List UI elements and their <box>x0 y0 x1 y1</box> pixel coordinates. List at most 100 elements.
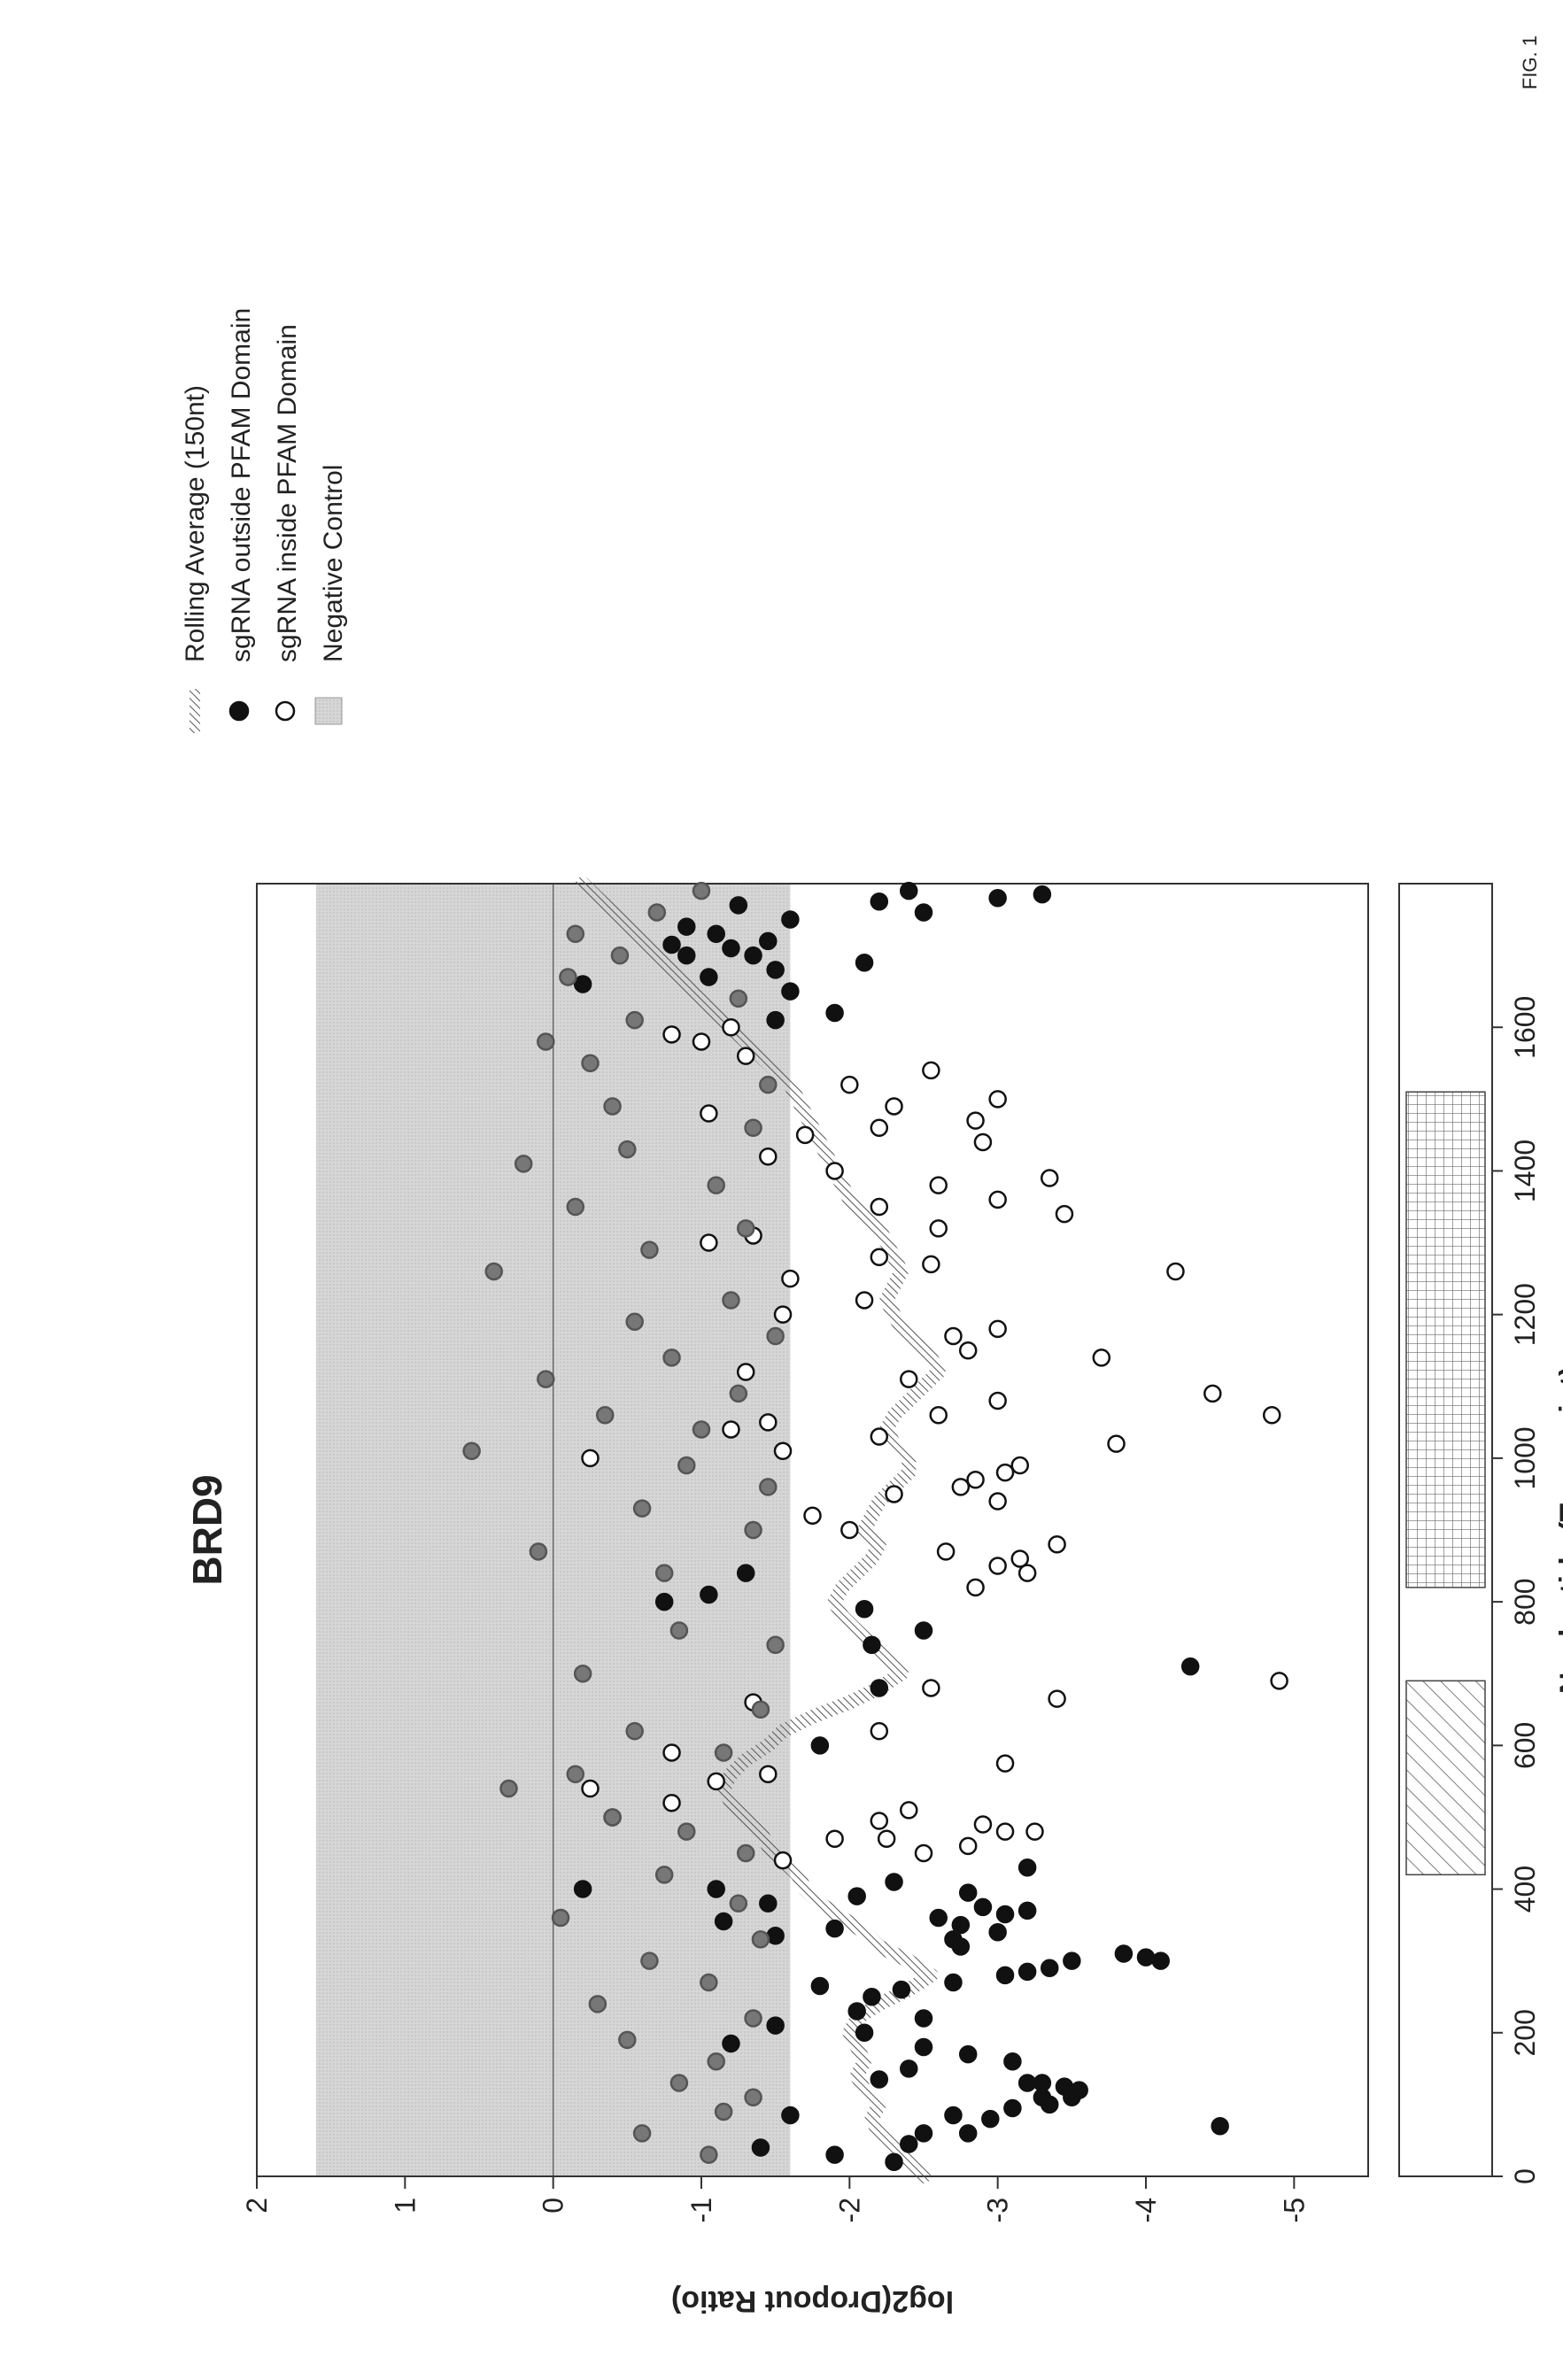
data-point-open <box>922 1255 940 1274</box>
y-tick-label: 0 <box>538 2198 569 2214</box>
data-point-filled <box>1180 1657 1200 1676</box>
data-point-filled <box>707 1880 725 1898</box>
data-point-gray <box>484 1262 503 1281</box>
data-point-gray <box>707 1176 725 1194</box>
data-point-filled <box>781 910 800 929</box>
data-point-gray <box>722 1291 740 1310</box>
data-point-open <box>855 1291 874 1310</box>
data-point-filled <box>1033 2074 1052 2092</box>
data-point-filled <box>855 953 874 972</box>
data-point-open <box>922 1061 940 1080</box>
data-point-gray <box>744 2088 762 2107</box>
data-point-open <box>922 1679 940 1697</box>
data-point-open <box>936 1542 956 1561</box>
data-point-filled <box>1003 2052 1022 2071</box>
data-point-open <box>736 1047 755 1065</box>
data-point-open <box>966 1111 985 1130</box>
data-point-open <box>722 1017 740 1037</box>
data-point-filled <box>707 924 725 944</box>
data-point-filled <box>677 917 696 936</box>
data-point-open <box>929 1176 948 1194</box>
y-tick-label: -4 <box>1130 2198 1162 2222</box>
data-point-gray <box>537 1032 555 1051</box>
data-point-filled <box>914 2009 933 2028</box>
x-tick-label: 400 <box>1509 1866 1541 1912</box>
data-point-gray <box>566 1197 585 1217</box>
data-point-gray <box>714 1743 733 1762</box>
data-point-open <box>988 1391 1007 1410</box>
figure-label: FIG. 1 <box>1519 35 1541 89</box>
data-point-open <box>692 1032 711 1051</box>
chart-root: 2 1 0 -1 -2 -3 -4 -5 log2(Dropout Ratio) BRD9 0 200… <box>181 308 1563 2318</box>
data-point-open <box>988 1557 1007 1575</box>
data-point-open <box>700 1233 718 1252</box>
data-point-open <box>870 1248 889 1267</box>
data-point-gray <box>669 2074 689 2092</box>
data-point-filled <box>870 1679 889 1697</box>
data-point-filled <box>1017 2074 1037 2092</box>
data-point-filled <box>1136 1948 1156 1967</box>
legend-item-label: Negative Control <box>319 465 348 662</box>
data-point-open <box>870 1197 889 1217</box>
data-point-filled <box>988 1922 1007 1942</box>
data-point-filled <box>1055 2077 1074 2096</box>
data-point-open <box>1262 1405 1281 1425</box>
data-point-open <box>973 1132 993 1152</box>
data-point-gray <box>603 1097 622 1116</box>
data-point-filled <box>751 2138 770 2157</box>
y-tick-label: 2 <box>241 2198 273 2214</box>
data-point-gray <box>573 1664 592 1683</box>
data-point-gray <box>603 1808 622 1827</box>
data-point-gray <box>729 1384 748 1403</box>
data-point-open <box>840 1075 859 1094</box>
data-point-open <box>773 1305 793 1324</box>
data-point-open <box>1017 1564 1037 1582</box>
data-point-gray <box>766 1326 785 1346</box>
data-point-filled <box>766 1927 785 1945</box>
data-point-gray <box>736 1843 755 1863</box>
data-point-gray <box>625 1010 644 1030</box>
data-point-open <box>1166 1262 1185 1281</box>
data-point-filled <box>766 2016 785 2035</box>
data-point-gray <box>654 1866 674 1884</box>
data-point-gray <box>736 1219 755 1238</box>
data-point-filled <box>995 1905 1015 1924</box>
data-point-filled <box>825 2145 844 2164</box>
data-point-open <box>825 1162 844 1180</box>
data-point-filled <box>722 2034 740 2053</box>
data-point-filled <box>766 961 785 979</box>
data-point-filled <box>1017 1858 1037 1877</box>
data-point-filled <box>981 2109 1000 2129</box>
data-point-open <box>1010 1549 1030 1568</box>
data-point-open <box>951 1478 971 1496</box>
data-point-filled <box>973 1897 993 1917</box>
x-tick-label: 1000 <box>1509 1426 1541 1489</box>
data-point-gray <box>625 1721 644 1741</box>
data-point-filled <box>914 1621 933 1640</box>
data-point-gray <box>566 924 585 944</box>
x-tick-label: 800 <box>1509 1578 1541 1625</box>
data-point-open <box>988 1319 1007 1339</box>
data-point-filled <box>1070 2081 1088 2099</box>
data-point-open <box>759 1147 778 1166</box>
data-point-filled <box>781 982 800 1001</box>
data-point-gray <box>588 1995 607 2013</box>
x-tick-label: 0 <box>1509 2168 1541 2184</box>
data-point-open <box>581 1449 600 1468</box>
data-point-filled <box>914 2037 933 2057</box>
data-point-filled <box>892 1980 911 1999</box>
data-point-open <box>914 1843 933 1863</box>
data-point-filled <box>714 1912 733 1931</box>
data-point-gray <box>744 1520 762 1540</box>
data-point-gray <box>566 1765 585 1784</box>
data-point-filled <box>729 896 748 915</box>
data-point-gray <box>581 1054 600 1073</box>
data-point-open <box>958 1836 978 1856</box>
data-point-gray <box>766 1635 785 1655</box>
data-point-open <box>581 1779 600 1798</box>
data-point-filled <box>870 892 889 911</box>
data-point-gray <box>669 1621 689 1640</box>
data-point-filled <box>944 1930 963 1949</box>
data-point-open <box>707 1772 725 1791</box>
data-point-filled <box>863 1987 881 2006</box>
